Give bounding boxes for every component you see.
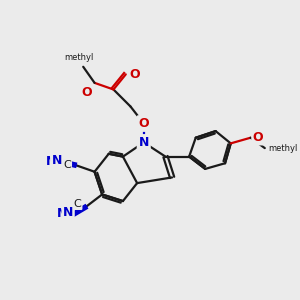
Text: N: N [139,136,149,149]
Text: methyl: methyl [65,53,94,62]
Text: O: O [138,117,149,130]
Text: O: O [253,131,263,144]
Text: N: N [63,206,73,219]
Text: N: N [45,155,56,168]
Text: N: N [57,207,67,220]
Text: O: O [130,68,140,81]
Text: C: C [74,199,81,209]
Text: O: O [81,86,92,99]
Text: methyl: methyl [268,144,298,153]
Text: N: N [52,154,62,167]
Text: C: C [63,160,71,170]
